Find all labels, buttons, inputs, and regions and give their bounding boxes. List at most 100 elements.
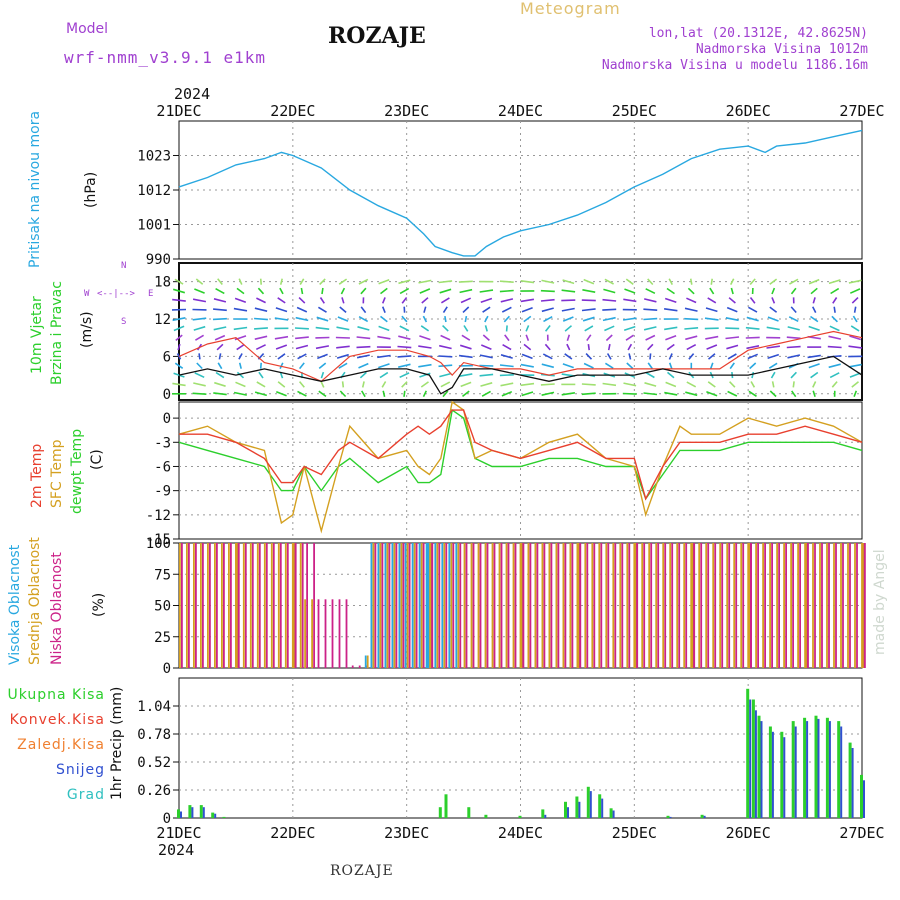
cloud-bar: [214, 543, 216, 668]
wind-barb: [217, 278, 223, 286]
wind-barb: [356, 345, 371, 349]
precip-snow-bar: [567, 807, 569, 818]
cloud-bar: [425, 543, 428, 668]
precip-total-bar: [666, 815, 670, 818]
wind-barb: [418, 345, 432, 349]
wind-barb: [216, 343, 224, 351]
wind-barb: [788, 316, 799, 323]
precip-total-bar: [825, 717, 829, 818]
wind-barb: [745, 336, 760, 339]
wind-barb: [749, 278, 756, 286]
cloud-bar: [491, 543, 494, 668]
wind-barb: [688, 353, 695, 360]
top-date-tick-label: 27DEC: [839, 102, 884, 120]
wind-barb: [604, 362, 614, 369]
wind-barb: [525, 325, 530, 332]
cloud-bar: [605, 543, 608, 668]
bottom-date-tick-label: 26DEC: [726, 824, 771, 842]
wind-barb: [828, 279, 841, 285]
wind-barb: [192, 298, 207, 303]
wind-barb: [745, 326, 760, 330]
wind-barb: [377, 335, 391, 340]
precip-snow-bar: [589, 791, 592, 818]
wind-barb: [381, 381, 387, 388]
cloud-bar: [840, 543, 842, 668]
wind-barb: [213, 308, 227, 312]
cloud-bar: [614, 543, 617, 668]
wind-barb: [586, 334, 592, 342]
wind-barb: [544, 325, 551, 332]
wind-barb: [420, 381, 429, 388]
wind-barb: [233, 326, 248, 331]
cloud-bar: [648, 543, 651, 668]
wind-barb: [316, 316, 329, 322]
cloud-bar: [735, 543, 738, 668]
cloud-bar: [470, 543, 473, 668]
wind-barb: [274, 335, 289, 340]
cloud-bar: [438, 543, 441, 668]
wind-barb: [561, 289, 576, 293]
wind-barb: [499, 289, 514, 293]
wind-barb: [317, 306, 327, 313]
wind-barb: [319, 278, 326, 285]
wind-barb: [729, 381, 736, 388]
wind-barb: [830, 287, 840, 295]
cloud-bar: [216, 543, 218, 668]
wind-barb: [728, 297, 736, 304]
cloud-bar: [776, 543, 778, 668]
precip-snow-bar: [783, 737, 786, 818]
precip-total-bar: [541, 809, 545, 818]
cloud-bar: [374, 543, 377, 668]
wind-barb: [747, 353, 759, 360]
cloud-bar: [612, 543, 615, 668]
cloud-bar: [621, 543, 624, 668]
cloud-bar: [479, 543, 482, 668]
wind-barb: [440, 381, 451, 388]
cloud-bar: [415, 543, 418, 668]
cloud-bar: [755, 543, 757, 668]
wind-barb: [602, 382, 617, 387]
y-tick-label: 0.26: [137, 783, 171, 799]
precip-snow-bar: [754, 710, 757, 818]
wind-barb: [321, 287, 324, 295]
wind-barb: [521, 306, 533, 313]
cloud-bar: [543, 543, 546, 668]
cloud-bar: [221, 543, 223, 668]
wind-barb: [583, 362, 594, 369]
y-tick-label: 1001: [137, 218, 171, 234]
cloud-bar: [835, 543, 837, 668]
cloud-bar: [790, 543, 792, 668]
top-date-tick-label: 24DEC: [498, 102, 543, 120]
wind-barb: [274, 317, 289, 321]
panel-0: [173, 120, 863, 260]
wind-barb: [480, 382, 493, 387]
wind-barb: [808, 363, 820, 369]
wind-barb: [684, 327, 699, 330]
wind-barb: [192, 317, 207, 321]
cloud-bar: [529, 543, 532, 668]
cloud-bar: [698, 543, 701, 668]
cloud-bar: [771, 543, 773, 668]
wind-barb: [808, 278, 820, 285]
wind-barb: [356, 354, 370, 359]
wind-barb: [664, 326, 678, 331]
precip-total-bar: [803, 717, 807, 818]
cloud-bar: [783, 543, 785, 668]
bottom-date-tick-label: 24DEC: [498, 824, 543, 842]
wind-barb: [541, 307, 554, 313]
wind-barb: [341, 297, 345, 304]
precip-total-bar: [700, 814, 704, 818]
wind-barb: [787, 354, 801, 359]
precip-snow-bar: [703, 815, 706, 818]
wind-barb: [458, 280, 473, 283]
wind-barb: [194, 372, 205, 379]
cloud-bar: [301, 543, 304, 668]
wind-barb: [357, 326, 370, 331]
cloud-bar: [669, 543, 672, 668]
cloud-bar: [195, 543, 197, 668]
wind-barb: [397, 355, 412, 358]
model-elevation-label: Nadmorska Visina u modelu 1186.16m: [601, 58, 868, 73]
cloud-bar: [864, 543, 866, 668]
wind-barb: [318, 362, 327, 370]
wind-barb: [233, 307, 248, 312]
